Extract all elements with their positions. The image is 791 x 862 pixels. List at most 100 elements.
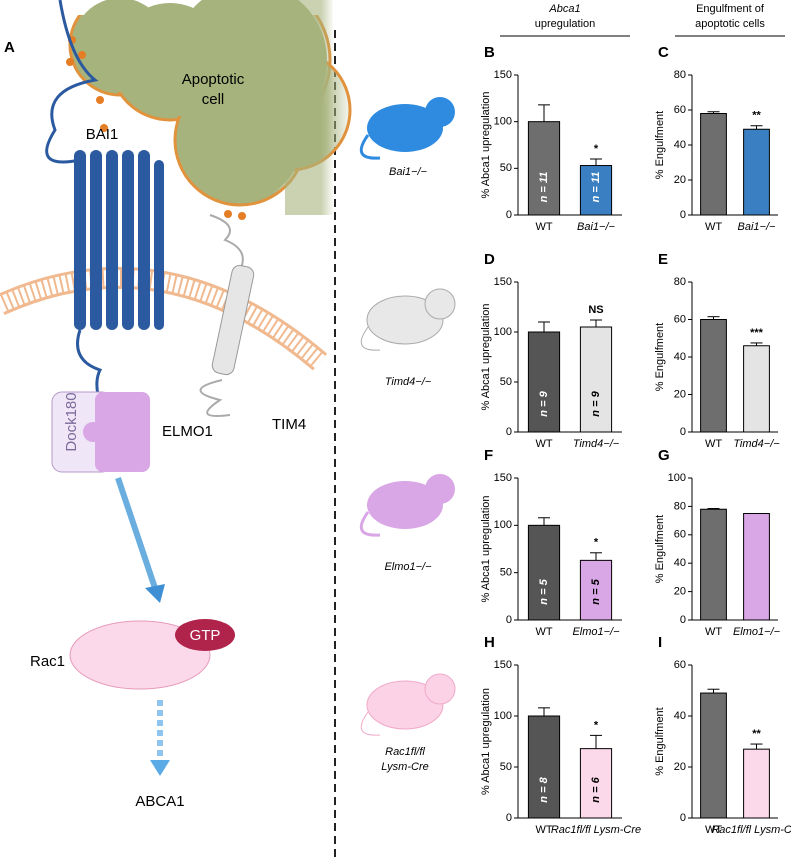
y-tick-label: 150 [494,276,512,288]
diagram-label: BAI1 [86,126,119,143]
bar [527,121,561,216]
y-tick-label: 50 [500,376,512,388]
y-tick-label: 0 [506,209,512,221]
x-tick-label: WT [705,438,722,450]
panel-label: D [484,251,495,268]
bar [743,128,770,216]
y-tick-label: 50 [500,567,512,579]
y-tick-label: 60 [674,529,686,541]
x-tick-label: WT [705,626,722,638]
y-tick-label: 60 [674,313,686,325]
bar [579,559,613,621]
bar [743,748,770,819]
y-tick-label: 0 [680,614,686,626]
y-tick-label: 100 [668,472,686,484]
y-axis-label: % Abca1 upregulation [480,303,492,410]
mouse-label: Bai1−/− [389,166,427,178]
x-tick-label: WT [535,438,552,450]
y-tick-label: 20 [674,388,686,400]
panel-label: C [658,44,669,61]
x-tick-label: Timd4−/− [573,438,620,450]
significance: ** [752,110,761,122]
x-tick-label: WT [705,824,722,836]
panel-label: I [658,634,662,651]
diagram-label: ABCA1 [135,793,184,810]
panel-label: G [658,447,670,464]
y-tick-label: 60 [674,659,686,671]
diagram-label: GTP [190,627,221,644]
y-axis-label: % Abca1 upregulation [480,91,492,198]
y-tick-label: 0 [506,614,512,626]
column-header: Engulfment of [696,3,765,15]
bar [527,331,561,433]
y-tick-label: 60 [674,104,686,116]
bar [743,345,770,433]
column-header: upregulation [535,18,596,30]
bar [700,508,727,621]
y-tick-label: 20 [674,761,686,773]
y-tick-label: 40 [674,557,686,569]
y-tick-label: 100 [494,326,512,338]
y-axis-label: % Engulfment [654,111,666,179]
y-tick-label: 100 [494,519,512,531]
x-tick-label: Elmo1−/− [733,626,781,638]
y-tick-label: 0 [506,812,512,824]
diagram-label: ELMO1 [162,423,213,440]
diagram-label: Apoptotic [182,71,245,88]
bar-label: n = 6 [590,776,602,802]
mouse-label: Rac1fl/fl [385,746,425,758]
y-tick-label: 50 [500,162,512,174]
y-tick-label: 0 [680,209,686,221]
bar [527,524,561,621]
panel-label: H [484,634,495,651]
diagram-label: cell [202,91,225,108]
significance: * [594,143,599,155]
significance: NS [588,304,603,316]
significance: * [594,537,599,549]
y-axis-label: % Abca1 upregulation [480,688,492,795]
bar [700,319,727,433]
column-header: Abca1 [548,3,580,15]
x-tick-label: Timd4−/− [733,438,780,450]
y-tick-label: 40 [674,139,686,151]
x-tick-label: Elmo1−/− [572,626,620,638]
bar-label: n = 9 [590,390,602,416]
x-tick-label: Rac1fl/fl Lysm-Cre [551,824,641,836]
x-tick-label: WT [535,824,552,836]
bar-label: n = 5 [538,578,550,604]
bar-label: n = 11 [538,172,550,203]
bar-label: n = 5 [590,578,602,604]
x-tick-label: WT [535,626,552,638]
y-tick-label: 0 [680,812,686,824]
x-tick-label: Bai1−/− [577,221,615,233]
diagram [0,0,352,776]
y-tick-label: 80 [674,276,686,288]
y-tick-label: 20 [674,586,686,598]
y-tick-label: 40 [674,351,686,363]
bar [527,715,561,819]
significance: * [594,719,599,731]
bar [700,113,727,216]
diagram-label: Dock180 [63,392,80,451]
bar [579,326,613,433]
y-tick-label: 100 [494,710,512,722]
y-tick-label: 100 [494,116,512,128]
significance: *** [750,327,764,339]
diagram-label: Rac1 [30,653,65,670]
x-tick-label: Rac1fl/fl Lysm-Cre [711,824,791,836]
y-tick-label: 40 [674,710,686,722]
mouse-icons [359,97,456,736]
bar-label: n = 8 [538,776,550,802]
y-tick-label: 150 [494,659,512,671]
panel-label: F [484,447,493,464]
bar [743,513,770,621]
x-tick-label: Bai1−/− [738,221,776,233]
column-header: apoptotic cells [695,18,765,30]
x-tick-label: WT [535,221,552,233]
y-tick-label: 0 [680,426,686,438]
y-axis-label: % Engulfment [654,515,666,583]
mouse-label: Lysm-Cre [381,761,428,773]
y-tick-label: 0 [506,426,512,438]
y-axis-label: % Engulfment [654,707,666,775]
